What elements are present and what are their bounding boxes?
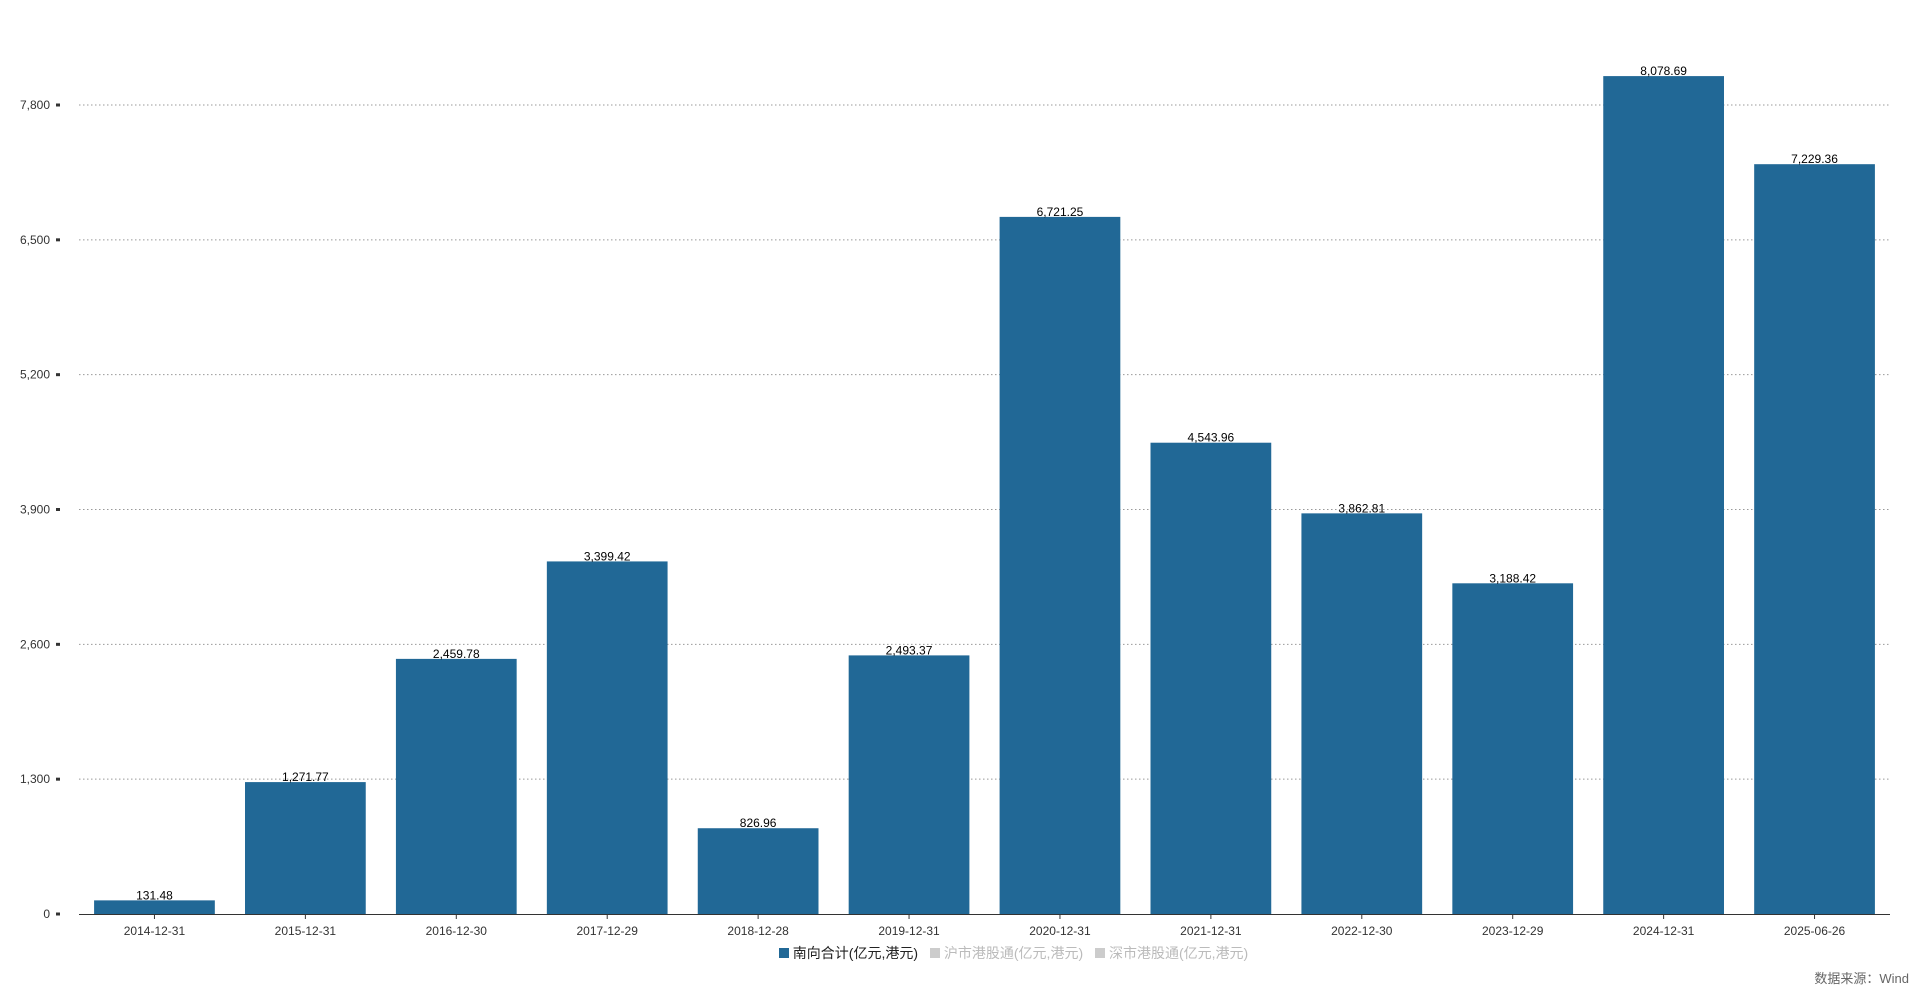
x-tick-label: 2018-12-28 bbox=[727, 924, 789, 938]
y-tick-label: 5,200 bbox=[20, 368, 50, 382]
data-label: 8,078.69 bbox=[1640, 64, 1687, 78]
data-source: 数据来源：Wind bbox=[1814, 971, 1909, 986]
data-label: 4,543.96 bbox=[1188, 431, 1235, 445]
y-tick bbox=[56, 103, 60, 107]
data-label: 6,721.25 bbox=[1037, 205, 1084, 219]
bar bbox=[94, 900, 215, 914]
x-tick-label: 2020-12-31 bbox=[1029, 924, 1091, 938]
bar bbox=[1150, 442, 1272, 914]
bar bbox=[848, 655, 970, 914]
y-tick-label: 1,300 bbox=[20, 772, 50, 786]
x-tick-label: 2022-12-30 bbox=[1331, 924, 1393, 938]
data-label: 2,493.37 bbox=[886, 643, 933, 657]
data-label: 3,862.81 bbox=[1338, 501, 1385, 515]
bar bbox=[1754, 164, 1875, 914]
x-tick-label: 2025-06-26 bbox=[1784, 924, 1846, 938]
legend-swatch bbox=[929, 948, 940, 958]
data-label: 1,271.77 bbox=[282, 770, 329, 784]
data-label: 2,459.78 bbox=[433, 647, 480, 661]
bar bbox=[697, 828, 819, 914]
bar bbox=[245, 782, 366, 914]
y-tick bbox=[56, 777, 60, 781]
x-tick-label: 2014-12-31 bbox=[124, 924, 186, 938]
legend-item-southbound-total[interactable]: 南向合计(亿元,港元) bbox=[778, 943, 918, 963]
bar bbox=[1301, 513, 1423, 914]
data-label: 3,188.42 bbox=[1489, 571, 1536, 585]
x-tick-label: 2016-12-30 bbox=[426, 924, 488, 938]
x-tick-label: 2015-12-31 bbox=[275, 924, 337, 938]
data-label: 826.96 bbox=[740, 816, 777, 830]
y-tick-label: 0 bbox=[43, 907, 50, 921]
y-tick bbox=[56, 508, 60, 511]
bar bbox=[395, 658, 517, 914]
y-tick-label: 6,500 bbox=[20, 233, 50, 247]
bar bbox=[1603, 76, 1724, 914]
legend: 南向合计(亿元,港元) 沪市港股通(亿元,港元) 深市港股通(亿元,港元) bbox=[0, 943, 1917, 963]
data-label: 3,399.42 bbox=[584, 549, 631, 563]
y-tick-label: 7,800 bbox=[20, 98, 50, 112]
x-tick-label: 2017-12-29 bbox=[577, 924, 639, 938]
bar bbox=[546, 561, 668, 914]
bar bbox=[1452, 583, 1574, 914]
y-tick-label: 3,900 bbox=[20, 503, 50, 517]
y-tick bbox=[56, 373, 60, 377]
legend-swatch bbox=[1095, 948, 1105, 958]
legend-swatch bbox=[778, 948, 789, 958]
data-label: 7,229.36 bbox=[1791, 152, 1838, 166]
x-tick-label: 2024-12-31 bbox=[1633, 924, 1695, 938]
x-tick-label: 2023-12-29 bbox=[1482, 924, 1544, 938]
legend-item-shenzhen-connect[interactable]: 深市港股通(亿元,港元) bbox=[1095, 943, 1248, 963]
y-tick bbox=[56, 238, 60, 242]
x-tick-label: 2021-12-31 bbox=[1180, 924, 1242, 938]
y-tick bbox=[56, 912, 60, 916]
y-tick-label: 2,600 bbox=[20, 637, 50, 651]
data-label: 131.48 bbox=[136, 888, 173, 902]
bar bbox=[999, 216, 1121, 914]
legend-item-shanghai-connect[interactable]: 沪市港股通(亿元,港元) bbox=[929, 943, 1083, 963]
y-tick bbox=[56, 642, 60, 646]
x-tick-label: 2019-12-31 bbox=[878, 924, 940, 938]
